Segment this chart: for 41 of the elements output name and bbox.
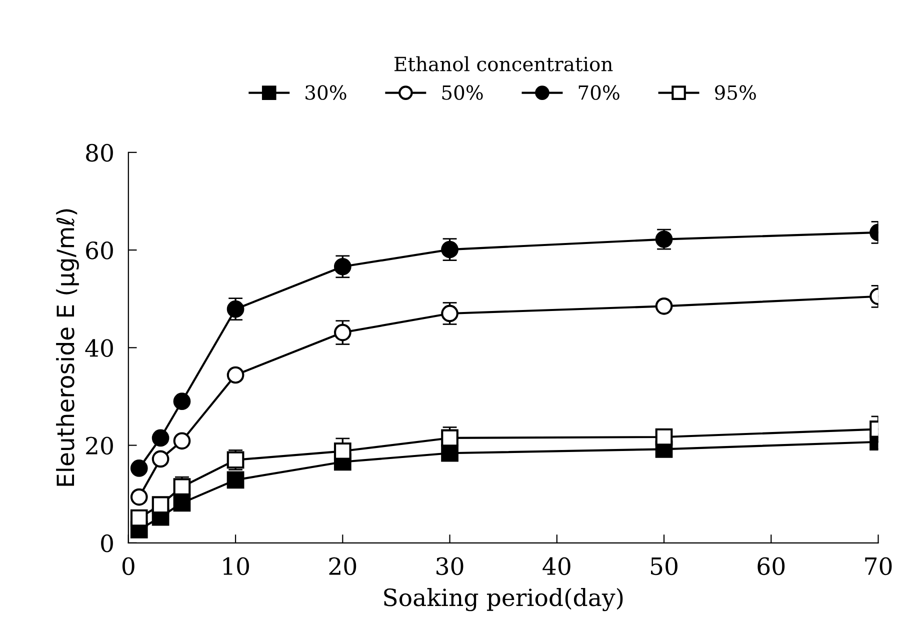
legend-label: 30% bbox=[306, 85, 346, 100]
x-tick-label: 10 bbox=[223, 557, 249, 576]
y-axis-title: Eleutheroside E (μg/mℓ) bbox=[56, 209, 79, 486]
point bbox=[226, 471, 244, 489]
point bbox=[152, 496, 170, 514]
point bbox=[334, 442, 352, 460]
point bbox=[226, 300, 244, 318]
y-tick-label: 80 bbox=[86, 144, 113, 162]
point bbox=[130, 460, 148, 477]
y-tick-label: 0 bbox=[101, 534, 113, 552]
x-tick-label: 70 bbox=[865, 557, 892, 576]
point bbox=[441, 444, 458, 462]
point bbox=[441, 304, 458, 322]
point bbox=[152, 429, 170, 447]
legend-label: 50% bbox=[442, 85, 483, 100]
point bbox=[226, 366, 244, 384]
point bbox=[152, 450, 170, 468]
y-tick-label: 40 bbox=[85, 339, 113, 357]
x-tick-label: 30 bbox=[436, 557, 464, 576]
point bbox=[334, 258, 352, 276]
x-tick-label: 60 bbox=[758, 557, 785, 576]
legend-label: 95% bbox=[714, 85, 756, 100]
legend-title: Ethanol concentration bbox=[394, 56, 613, 72]
point bbox=[441, 240, 458, 258]
point bbox=[441, 429, 458, 447]
point bbox=[334, 324, 352, 342]
y-tick-label: 20 bbox=[86, 436, 113, 455]
point bbox=[173, 432, 191, 450]
point bbox=[655, 428, 673, 446]
y-tick-label: 60 bbox=[86, 241, 113, 260]
x-tick-label: 0 bbox=[122, 557, 134, 576]
point bbox=[173, 392, 191, 410]
legend-label: 70% bbox=[578, 85, 620, 100]
x-tick-label: 40 bbox=[542, 557, 570, 576]
point bbox=[130, 509, 148, 527]
x-axis-title: Soaking period(day) bbox=[384, 588, 623, 612]
point bbox=[655, 297, 673, 315]
x-tick-label: 20 bbox=[329, 557, 356, 576]
point bbox=[130, 488, 148, 506]
point bbox=[173, 494, 191, 512]
x-tick-label: 50 bbox=[650, 557, 678, 576]
